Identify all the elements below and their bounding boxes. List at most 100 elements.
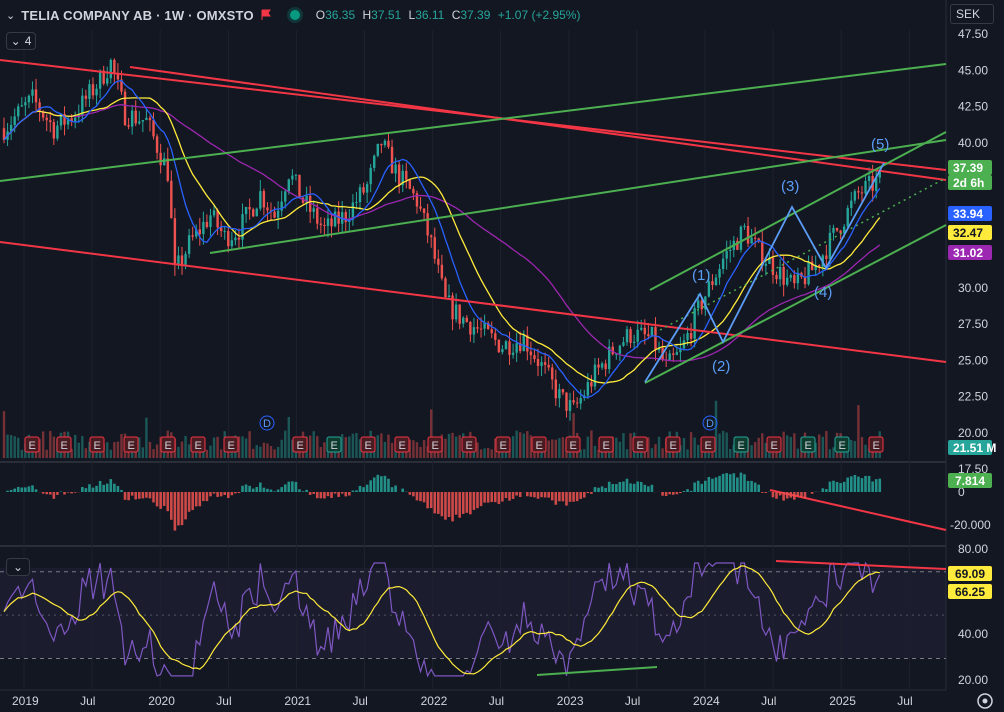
earnings-marker-label[interactable]: E: [399, 440, 406, 452]
earnings-marker-box[interactable]: [700, 436, 716, 453]
earnings-marker-box[interactable]: [733, 436, 749, 453]
earnings-marker[interactable]: E: [598, 436, 614, 453]
earnings-marker-box[interactable]: [495, 436, 511, 453]
earnings-marker[interactable]: E: [292, 436, 308, 453]
earnings-marker[interactable]: E: [531, 436, 547, 453]
earnings-marker-box[interactable]: [56, 436, 72, 453]
earnings-marker-label[interactable]: E: [165, 440, 172, 452]
earnings-marker[interactable]: E: [56, 436, 72, 453]
settings-gear-icon[interactable]: [977, 693, 993, 709]
earnings-marker-box[interactable]: [360, 436, 376, 453]
earnings-marker-label[interactable]: E: [297, 440, 304, 452]
earnings-marker-label[interactable]: E: [94, 440, 101, 452]
earnings-marker-box[interactable]: [190, 436, 206, 453]
earnings-marker[interactable]: E: [868, 436, 884, 453]
earnings-marker-box[interactable]: [665, 436, 681, 453]
settings-gear-icon[interactable]: [982, 698, 988, 704]
earnings-marker-box[interactable]: [461, 436, 477, 453]
chevron-down-icon[interactable]: ⌄: [6, 9, 16, 22]
rsi-divergence-line[interactable]: [536, 666, 658, 676]
earnings-marker[interactable]: E: [733, 436, 749, 453]
earnings-marker[interactable]: E: [800, 436, 816, 453]
earnings-marker-box[interactable]: [24, 436, 40, 453]
earnings-marker-label[interactable]: E: [29, 440, 36, 452]
earnings-marker[interactable]: E: [24, 436, 40, 453]
earnings-marker-box[interactable]: [598, 436, 614, 453]
earnings-marker-label[interactable]: E: [61, 440, 68, 452]
trend-line[interactable]: [769, 489, 947, 531]
earnings-marker-box[interactable]: [868, 436, 884, 453]
flag-icon[interactable]: [260, 9, 272, 21]
earnings-marker-label[interactable]: E: [873, 440, 880, 452]
earnings-marker[interactable]: E: [665, 436, 681, 453]
dividend-marker[interactable]: D: [702, 415, 718, 431]
earnings-marker[interactable]: E: [326, 436, 342, 453]
earnings-marker-label[interactable]: E: [466, 440, 473, 452]
earnings-marker-label[interactable]: E: [365, 440, 372, 452]
earnings-marker[interactable]: E: [565, 436, 581, 453]
earnings-marker[interactable]: E: [160, 436, 176, 453]
trend-line[interactable]: [209, 139, 947, 254]
earnings-marker-box[interactable]: [123, 436, 139, 453]
trend-line[interactable]: [0, 241, 947, 363]
dividend-marker[interactable]: D: [259, 415, 275, 431]
indicators-toggle[interactable]: ⌄ 4: [6, 32, 36, 50]
earnings-marker-label[interactable]: E: [128, 440, 135, 452]
earnings-marker-box[interactable]: [565, 436, 581, 453]
earnings-marker[interactable]: E: [190, 436, 206, 453]
dividend-marker-label[interactable]: D: [263, 418, 271, 430]
dividend-marker-circle[interactable]: [259, 415, 275, 431]
earnings-marker[interactable]: E: [123, 436, 139, 453]
earnings-marker[interactable]: E: [360, 436, 376, 453]
earnings-marker-label[interactable]: E: [771, 440, 778, 452]
earnings-marker-box[interactable]: [394, 436, 410, 453]
earnings-marker-label[interactable]: E: [738, 440, 745, 452]
earnings-marker[interactable]: E: [700, 436, 716, 453]
earnings-marker-box[interactable]: [531, 436, 547, 453]
earnings-marker[interactable]: E: [766, 436, 782, 453]
earnings-marker-box[interactable]: [800, 436, 816, 453]
earnings-marker[interactable]: E: [394, 436, 410, 453]
earnings-marker[interactable]: E: [495, 436, 511, 453]
earnings-marker-box[interactable]: [89, 436, 105, 453]
earnings-marker-label[interactable]: E: [331, 440, 338, 452]
earnings-marker-label[interactable]: E: [228, 440, 235, 452]
earnings-marker-box[interactable]: [427, 436, 443, 453]
earnings-marker-label[interactable]: E: [805, 440, 812, 452]
earnings-marker-label[interactable]: E: [570, 440, 577, 452]
earnings-marker-box[interactable]: [292, 436, 308, 453]
dividend-marker-circle[interactable]: [702, 415, 718, 431]
earnings-marker-label[interactable]: E: [500, 440, 507, 452]
earnings-marker-box[interactable]: [160, 436, 176, 453]
earnings-marker-box[interactable]: [223, 436, 239, 453]
earnings-marker-box[interactable]: [766, 436, 782, 453]
earnings-marker-box[interactable]: [834, 436, 850, 453]
rsi-collapse-button[interactable]: ⌄: [6, 558, 30, 576]
currency-button[interactable]: SEK: [950, 4, 994, 24]
earnings-marker[interactable]: E: [461, 436, 477, 453]
dividend-marker-label[interactable]: D: [706, 418, 714, 430]
earnings-marker-label[interactable]: E: [839, 440, 846, 452]
earnings-marker[interactable]: E: [834, 436, 850, 453]
trend-line[interactable]: [644, 224, 947, 384]
earnings-marker-label[interactable]: E: [432, 440, 439, 452]
earnings-marker-label[interactable]: E: [195, 440, 202, 452]
elliott-wave-line[interactable]: [644, 162, 885, 383]
earnings-marker-label[interactable]: E: [670, 440, 677, 452]
trend-line[interactable]: [0, 63, 947, 182]
earnings-marker-box[interactable]: [632, 436, 648, 453]
earnings-marker[interactable]: E: [223, 436, 239, 453]
earnings-marker-box[interactable]: [326, 436, 342, 453]
earnings-marker-label[interactable]: E: [705, 440, 712, 452]
earnings-marker-label[interactable]: E: [603, 440, 610, 452]
earnings-marker[interactable]: E: [427, 436, 443, 453]
earnings-marker[interactable]: E: [89, 436, 105, 453]
earnings-marker[interactable]: E: [632, 436, 648, 453]
macd-bar: [16, 486, 20, 492]
rsi-divergence-line[interactable]: [775, 560, 947, 570]
trend-line[interactable]: [649, 131, 947, 291]
earnings-marker-label[interactable]: E: [536, 440, 543, 452]
earnings-marker-label[interactable]: E: [637, 440, 644, 452]
symbol-title[interactable]: TELIA COMPANY AB · 1W · OMXSTO: [21, 7, 254, 23]
